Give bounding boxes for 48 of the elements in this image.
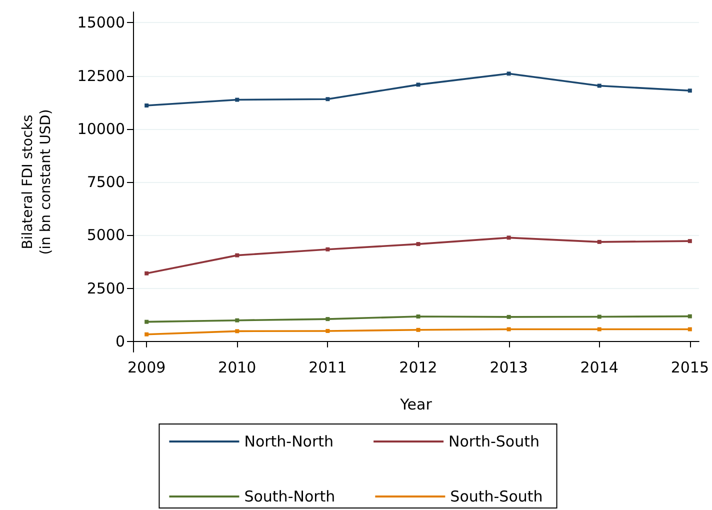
point: [597, 327, 602, 332]
point: [416, 82, 420, 87]
x-tick-label: 2009: [127, 358, 166, 376]
legend-label: North-North: [244, 432, 334, 450]
point: [235, 253, 240, 258]
point: [506, 236, 511, 240]
point: [416, 328, 420, 332]
legend-label: South-South: [450, 488, 543, 506]
point: [688, 327, 692, 332]
point: [235, 318, 240, 322]
point: [506, 327, 511, 332]
legend-label: South-North: [244, 488, 336, 506]
point: [597, 84, 602, 88]
y-tick-label: 7500: [86, 173, 125, 191]
x-tick-label: 2012: [399, 358, 438, 376]
point: [597, 240, 602, 244]
y-tick-label: 2500: [86, 279, 125, 298]
point: [326, 97, 330, 102]
x-axis-title: Year: [399, 396, 433, 414]
point: [688, 88, 692, 93]
y-tick-label: 5000: [86, 226, 125, 244]
point: [597, 314, 602, 319]
point: [506, 314, 511, 319]
point: [144, 320, 149, 324]
point: [326, 328, 330, 333]
point: [506, 72, 511, 76]
y-tick-label: 12500: [77, 66, 125, 85]
point: [688, 314, 692, 318]
point: [416, 242, 420, 246]
x-tick-label: 2013: [490, 358, 528, 376]
point: [144, 332, 149, 336]
point: [688, 239, 692, 244]
point: [235, 98, 240, 102]
y-tick-label: 15000: [77, 14, 125, 32]
point: [326, 317, 330, 322]
x-tick-label: 2014: [580, 358, 618, 376]
point: [235, 329, 240, 334]
point: [144, 104, 149, 108]
legend-label: North-South: [448, 432, 540, 450]
y-tick-label: 0: [115, 332, 125, 350]
x-tick-label: 2015: [670, 358, 710, 376]
x-tick-label: 2011: [308, 358, 347, 376]
x-tick-label: 2010: [218, 358, 256, 376]
point: [326, 247, 330, 252]
y-axis-title: Bilateral FDI stocks (in bn constant USD): [20, 109, 54, 255]
point: [416, 314, 420, 319]
point: [144, 271, 149, 276]
y-tick-label: 10000: [77, 120, 125, 138]
